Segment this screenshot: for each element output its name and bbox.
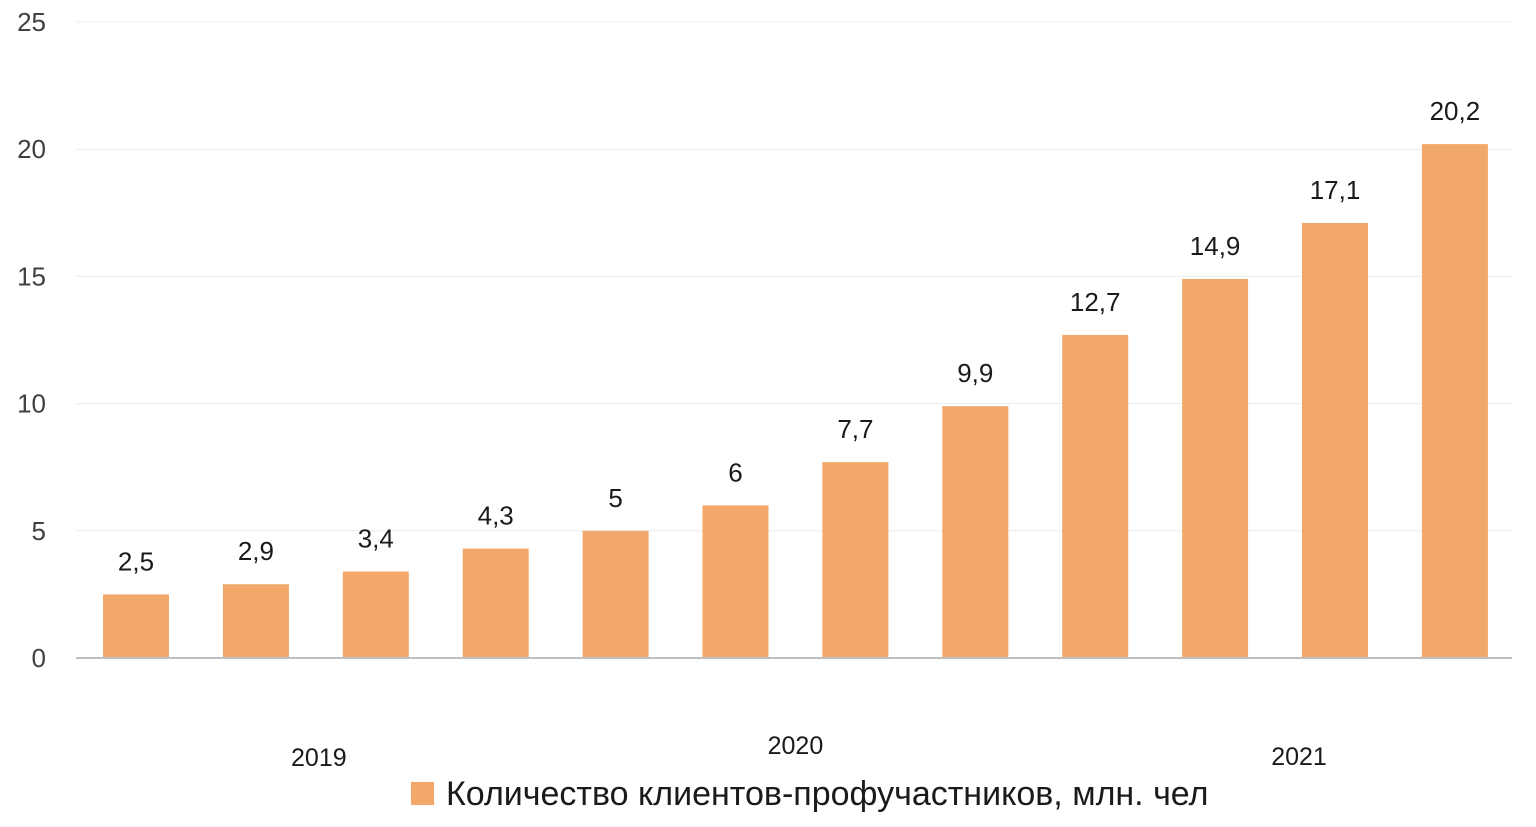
y-axis-ticks: 0 5 10 15 20 25 [17, 7, 46, 673]
bar [702, 505, 769, 658]
bar [1182, 278, 1249, 658]
bar [1062, 334, 1129, 658]
bar-value-label: 2,9 [238, 536, 274, 566]
bar-value-label: 3,4 [358, 524, 394, 554]
y-tick-label: 25 [17, 7, 46, 37]
bar-value-label: 12,7 [1070, 287, 1121, 317]
y-tick-label: 0 [32, 643, 46, 673]
bar [1302, 222, 1368, 658]
bar [822, 462, 889, 658]
year-group-label: 2021 [1271, 743, 1327, 771]
bar-value-label: 20,2 [1430, 96, 1481, 126]
bar-value-label: 17,1 [1310, 175, 1361, 205]
bar-value-label: 9,9 [957, 358, 993, 388]
bar [222, 584, 289, 658]
gridlines [76, 21, 1512, 532]
legend-label: Количество клиентов-профучастников, млн.… [446, 775, 1208, 813]
y-tick-label: 15 [17, 261, 46, 291]
bar [462, 548, 529, 658]
bar-value-label: 5 [608, 483, 622, 513]
bar [103, 594, 169, 658]
y-tick-label: 5 [32, 516, 46, 546]
year-group-label: 2019 [291, 744, 347, 772]
year-group-label: 2020 [768, 732, 824, 760]
bar-value-label: 7,7 [837, 414, 873, 444]
y-tick-label: 10 [17, 389, 46, 419]
bar-value-label: 2,5 [118, 546, 154, 576]
bar [342, 571, 409, 658]
legend-swatch [411, 782, 434, 805]
bars [103, 144, 1488, 658]
bar-value-label: 6 [728, 457, 742, 487]
data-labels: 2,5 2,9 3,4 4,3 5 6 7,7 9,9 12,7 14,9 17,1 20,2 [118, 96, 1480, 576]
legend: Количество клиентов-профучастников, млн.… [411, 775, 1208, 813]
bar [1421, 144, 1488, 658]
bar-value-label: 4,3 [478, 501, 514, 531]
bar [942, 406, 1009, 658]
year-labels: 2019 2020 2021 [291, 732, 1327, 772]
bar [582, 530, 649, 658]
bar-value-label: 14,9 [1190, 231, 1241, 261]
y-tick-label: 20 [17, 134, 46, 164]
